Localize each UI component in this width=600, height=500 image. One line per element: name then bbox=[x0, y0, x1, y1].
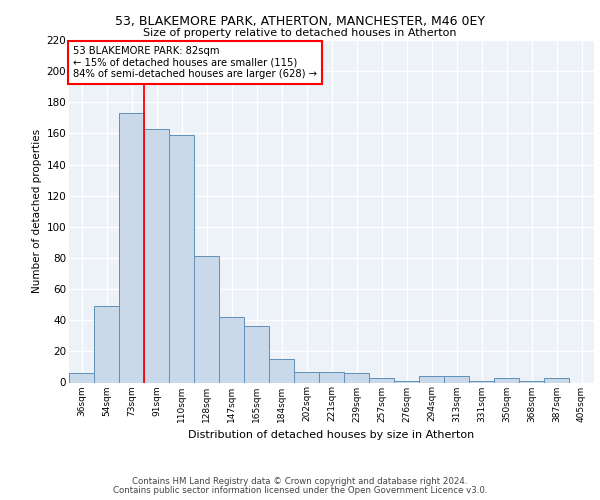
Text: Contains public sector information licensed under the Open Government Licence v3: Contains public sector information licen… bbox=[113, 486, 487, 495]
Bar bbox=[94, 306, 119, 382]
Bar bbox=[70, 373, 94, 382]
Bar bbox=[319, 372, 344, 382]
Bar bbox=[169, 135, 194, 382]
Bar bbox=[145, 128, 169, 382]
Bar bbox=[419, 376, 443, 382]
Bar bbox=[194, 256, 218, 382]
Y-axis label: Number of detached properties: Number of detached properties bbox=[32, 129, 43, 294]
Bar bbox=[269, 359, 293, 382]
Bar bbox=[494, 378, 518, 382]
Bar bbox=[469, 381, 494, 382]
Bar bbox=[544, 378, 569, 382]
Bar bbox=[244, 326, 269, 382]
Bar bbox=[394, 381, 419, 382]
X-axis label: Distribution of detached houses by size in Atherton: Distribution of detached houses by size … bbox=[188, 430, 475, 440]
Bar bbox=[295, 372, 319, 382]
Bar bbox=[119, 113, 143, 382]
Bar bbox=[370, 378, 394, 382]
Text: Size of property relative to detached houses in Atherton: Size of property relative to detached ho… bbox=[143, 28, 457, 38]
Text: 53 BLAKEMORE PARK: 82sqm
← 15% of detached houses are smaller (115)
84% of semi-: 53 BLAKEMORE PARK: 82sqm ← 15% of detach… bbox=[73, 46, 317, 80]
Bar bbox=[520, 381, 544, 382]
Bar bbox=[220, 317, 244, 382]
Text: 53, BLAKEMORE PARK, ATHERTON, MANCHESTER, M46 0EY: 53, BLAKEMORE PARK, ATHERTON, MANCHESTER… bbox=[115, 15, 485, 28]
Bar bbox=[445, 376, 469, 382]
Text: Contains HM Land Registry data © Crown copyright and database right 2024.: Contains HM Land Registry data © Crown c… bbox=[132, 477, 468, 486]
Bar bbox=[344, 373, 368, 382]
